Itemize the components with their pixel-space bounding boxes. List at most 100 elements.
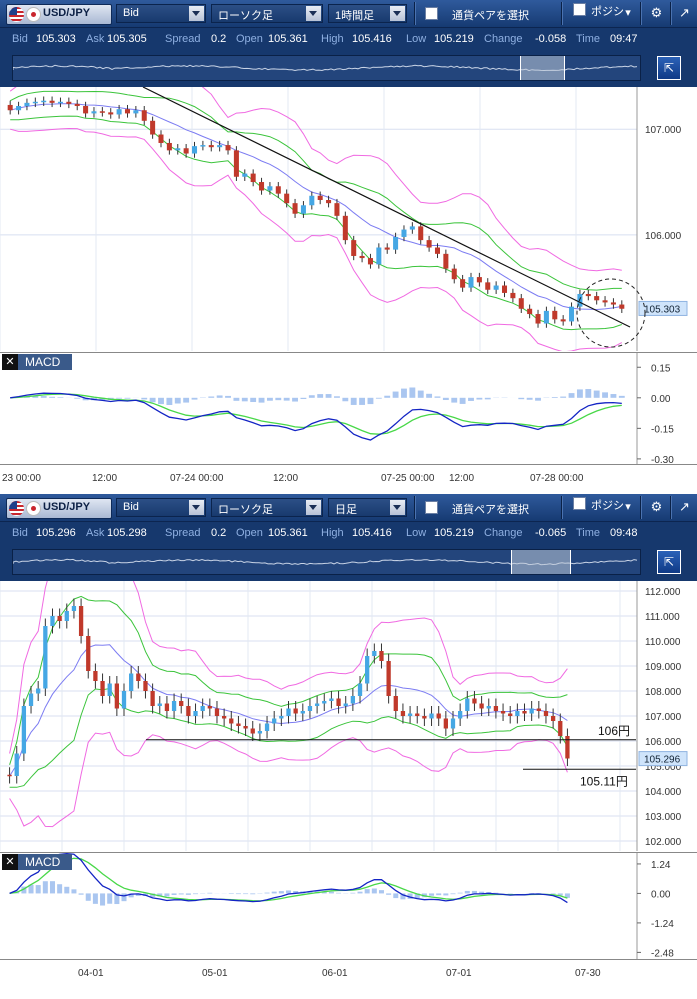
price-type-dropdown[interactable]: Bid — [116, 498, 206, 517]
candle-body — [603, 300, 608, 302]
candle-body — [50, 101, 55, 103]
candle-body — [508, 714, 512, 717]
macd-header: ✕ MACD — [2, 354, 72, 370]
timeframe-value: 1時間足 — [335, 10, 374, 22]
time-value: 09:48 — [610, 527, 638, 539]
close-icon[interactable]: ✕ — [2, 354, 18, 370]
macd-line — [10, 393, 622, 440]
high-label: High — [321, 527, 344, 539]
candle-body — [57, 616, 61, 621]
scroll-arrow-icon[interactable]: ▾ — [621, 498, 635, 517]
timeframe-dropdown[interactable]: 1時間足 — [328, 4, 407, 23]
macd-header: ✕ MACD — [2, 854, 72, 870]
candle-body — [267, 186, 272, 190]
high-label: High — [321, 33, 344, 45]
price-tick-label: 109.000 — [645, 662, 682, 673]
macd-histogram-bar — [183, 398, 189, 403]
macd-histogram-bar — [386, 893, 391, 894]
macd-histogram-bar — [334, 396, 340, 398]
time-tick-label: 12:00 — [449, 473, 474, 484]
candlestick-chart[interactable]: 107.000 106.000 105.303 — [0, 87, 697, 351]
candle-body — [93, 671, 97, 681]
macd-histogram-bar — [243, 893, 248, 894]
candle-body — [8, 105, 13, 110]
popout-icon[interactable]: ↗ — [675, 498, 694, 517]
candle-body — [200, 145, 205, 147]
macd-histogram-bar — [379, 890, 384, 893]
chevron-down-icon — [306, 6, 321, 21]
change-value: -0.065 — [535, 527, 566, 539]
candle-body — [117, 109, 122, 114]
chart-type-dropdown[interactable]: ローソク足 — [211, 498, 323, 517]
currency-pair-selector[interactable]: USD/JPY — [6, 4, 112, 25]
candle-body — [215, 709, 219, 717]
range-slider-window[interactable] — [511, 550, 571, 574]
chart-type-dropdown[interactable]: ローソク足 — [211, 4, 323, 23]
positions-checkbox[interactable] — [573, 497, 586, 510]
expand-icon[interactable]: ⇱ — [657, 56, 681, 80]
candle-body — [611, 302, 616, 304]
candle-body — [115, 684, 119, 709]
currency-pair-selector[interactable]: USD/JPY — [6, 498, 112, 519]
currency-pair-label: USD/JPY — [43, 501, 90, 513]
candle-body — [58, 102, 63, 104]
macd-histogram-bar — [527, 398, 533, 400]
gear-icon[interactable]: ⚙ — [647, 498, 666, 517]
high-value: 105.416 — [352, 527, 392, 539]
range-slider-track[interactable] — [12, 549, 641, 575]
gear-icon[interactable]: ⚙ — [647, 4, 666, 23]
macd-histogram-bar — [350, 893, 355, 894]
macd-histogram-bar — [393, 392, 399, 398]
macd-histogram-bar — [64, 887, 69, 894]
currency-pair-label: USD/JPY — [43, 7, 90, 19]
popout-icon[interactable]: ↗ — [675, 4, 694, 23]
select-pairs-label: 通貨ペアを選択 — [452, 501, 529, 517]
close-icon[interactable]: ✕ — [2, 854, 18, 870]
macd-histogram-bar — [443, 398, 449, 400]
positions-label: ポジシ — [591, 3, 624, 19]
price-type-dropdown[interactable]: Bid — [116, 4, 206, 23]
timeframe-dropdown[interactable]: 日足 — [328, 498, 407, 517]
candle-body — [393, 237, 398, 250]
macd-histogram-bar — [535, 398, 541, 401]
select-pairs-checkbox[interactable] — [425, 501, 438, 514]
macd-histogram-bar — [267, 398, 273, 401]
price-tick-label: 108.000 — [645, 687, 682, 698]
macd-histogram-bar — [193, 893, 198, 894]
macd-histogram-bar — [336, 893, 341, 894]
range-slider-track[interactable] — [12, 55, 641, 81]
candle-body — [15, 754, 19, 777]
candle-body — [284, 194, 289, 204]
candle-body — [443, 254, 448, 269]
positions-checkbox[interactable] — [573, 3, 586, 16]
macd-histogram-bar — [602, 392, 608, 397]
open-value: 105.361 — [268, 527, 308, 539]
candle-body — [301, 711, 305, 714]
expand-icon[interactable]: ⇱ — [657, 550, 681, 574]
price-tick-label: 107.000 — [645, 125, 682, 136]
range-slider-window[interactable] — [520, 56, 565, 80]
bid-value: 105.303 — [36, 33, 76, 45]
candlestick-chart[interactable]: 112.000 111.000 110.000 109.000 108.000 107.0… — [0, 581, 697, 851]
candle-body — [143, 681, 147, 691]
candle-body — [418, 226, 423, 240]
candle-body — [251, 174, 256, 182]
candle-body — [527, 309, 532, 314]
candle-body — [326, 200, 331, 203]
price-type-value: Bid — [123, 7, 139, 19]
scroll-arrow-icon[interactable]: ▾ — [621, 4, 635, 23]
candle-body — [66, 102, 71, 104]
candle-body — [594, 296, 599, 300]
macd-tick-label: -0.15 — [651, 424, 674, 435]
macd-chart: 0.150.00-0.15-0.30 — [0, 353, 697, 465]
candle-body — [444, 719, 448, 729]
candle-body — [43, 626, 47, 689]
macd-histogram-bar — [409, 387, 415, 397]
macd-title: MACD — [25, 855, 60, 869]
price-chart[interactable]: 107.000 106.000 105.303 — [0, 87, 697, 351]
select-pairs-checkbox[interactable] — [425, 7, 438, 20]
price-chart[interactable]: 112.000 111.000 110.000 109.000 108.000 107.0… — [0, 581, 697, 851]
macd-pane: 1.24 0.00 -1.24 -2.48 ✕ MACD — [0, 852, 697, 960]
candle-body — [72, 606, 76, 611]
candle-body — [122, 691, 126, 709]
